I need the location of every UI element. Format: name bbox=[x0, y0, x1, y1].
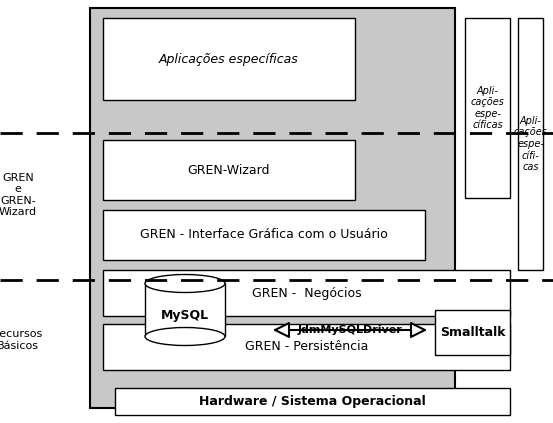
Bar bbox=[103, 324, 510, 370]
Bar bbox=[103, 210, 425, 260]
Bar bbox=[465, 18, 510, 198]
Bar bbox=[90, 8, 455, 408]
Text: Apli-
cações
espe-
cíficas: Apli- cações espe- cíficas bbox=[471, 85, 504, 130]
Ellipse shape bbox=[145, 327, 225, 346]
Text: JdmMySQLDriver: JdmMySQLDriver bbox=[298, 325, 403, 335]
Text: Smalltalk: Smalltalk bbox=[440, 326, 505, 339]
Bar bbox=[103, 140, 355, 200]
Bar bbox=[435, 310, 510, 355]
Text: GREN-Wizard: GREN-Wizard bbox=[188, 164, 270, 176]
Text: GREN
e
GREN-
Wizard: GREN e GREN- Wizard bbox=[0, 173, 37, 217]
Bar bbox=[518, 18, 543, 270]
Bar bbox=[115, 388, 510, 415]
Text: Hardware / Sistema Operacional: Hardware / Sistema Operacional bbox=[199, 395, 426, 408]
Text: GREN -  Negócios: GREN - Negócios bbox=[252, 286, 361, 299]
Text: GREN - Persistência: GREN - Persistência bbox=[245, 341, 368, 354]
Text: Apli-
cações
espe-
cífi-
cas: Apli- cações espe- cífi- cas bbox=[514, 116, 547, 172]
Bar bbox=[103, 270, 510, 316]
Text: Aplicações específicas: Aplicações específicas bbox=[159, 52, 299, 66]
Text: Recursos
Básicos: Recursos Básicos bbox=[0, 329, 43, 351]
Ellipse shape bbox=[145, 275, 225, 292]
Bar bbox=[103, 18, 355, 100]
Text: MySQL: MySQL bbox=[161, 308, 209, 321]
Text: GREN - Interface Gráfica com o Usuário: GREN - Interface Gráfica com o Usuário bbox=[140, 228, 388, 242]
Bar bbox=[145, 283, 225, 337]
